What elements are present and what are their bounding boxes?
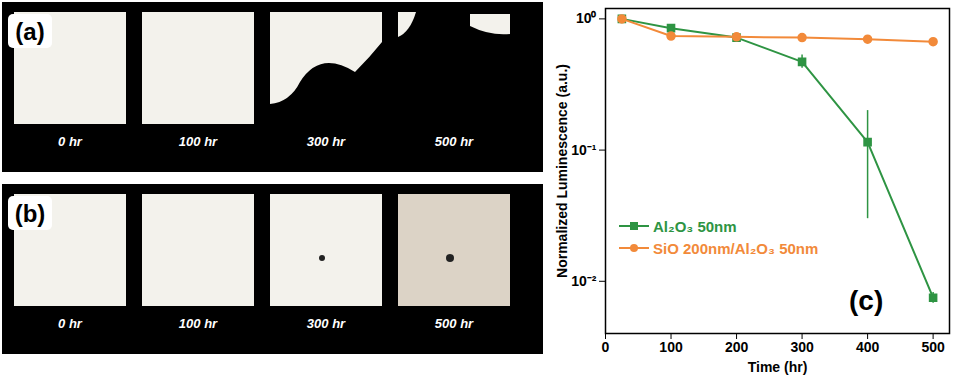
- html-text:(c): (c): [849, 285, 884, 316]
- svg-text:100 hr: 100 hr: [179, 134, 218, 149]
- svg-text:300 hr: 300 hr: [307, 134, 346, 149]
- svg-text:0: 0: [602, 339, 610, 355]
- html-text:Al₂O₃ 50nm: Al₂O₃ 50nm: [653, 217, 737, 235]
- svg-text:400: 400: [856, 339, 880, 355]
- svg-text:10⁻²: 10⁻²: [571, 273, 597, 289]
- svg-text:500 hr: 500 hr: [435, 316, 474, 331]
- svg-text:(a): (a): [15, 18, 44, 45]
- svg-text:500: 500: [921, 339, 945, 355]
- svg-text:100: 100: [659, 339, 683, 355]
- svg-text:200: 200: [725, 339, 749, 355]
- svg-text:10⁻¹: 10⁻¹: [571, 142, 597, 158]
- svg-text:Time (hr): Time (hr): [748, 359, 808, 375]
- svg-text:10⁰: 10⁰: [576, 10, 597, 26]
- svg-text:0 hr: 0 hr: [58, 316, 83, 331]
- svg-text:500 hr: 500 hr: [435, 134, 474, 149]
- svg-text:0 hr: 0 hr: [58, 134, 83, 149]
- svg-text:300: 300: [790, 339, 814, 355]
- svg-text:300 hr: 300 hr: [307, 316, 346, 331]
- svg-text:(b): (b): [15, 200, 46, 227]
- svg-text:Normalized Luminescence (a.u.): Normalized Luminescence (a.u.): [554, 64, 570, 278]
- html-text:SiO 200nm/Al₂O₃ 50nm: SiO 200nm/Al₂O₃ 50nm: [653, 239, 819, 257]
- svg-text:100 hr: 100 hr: [179, 316, 218, 331]
